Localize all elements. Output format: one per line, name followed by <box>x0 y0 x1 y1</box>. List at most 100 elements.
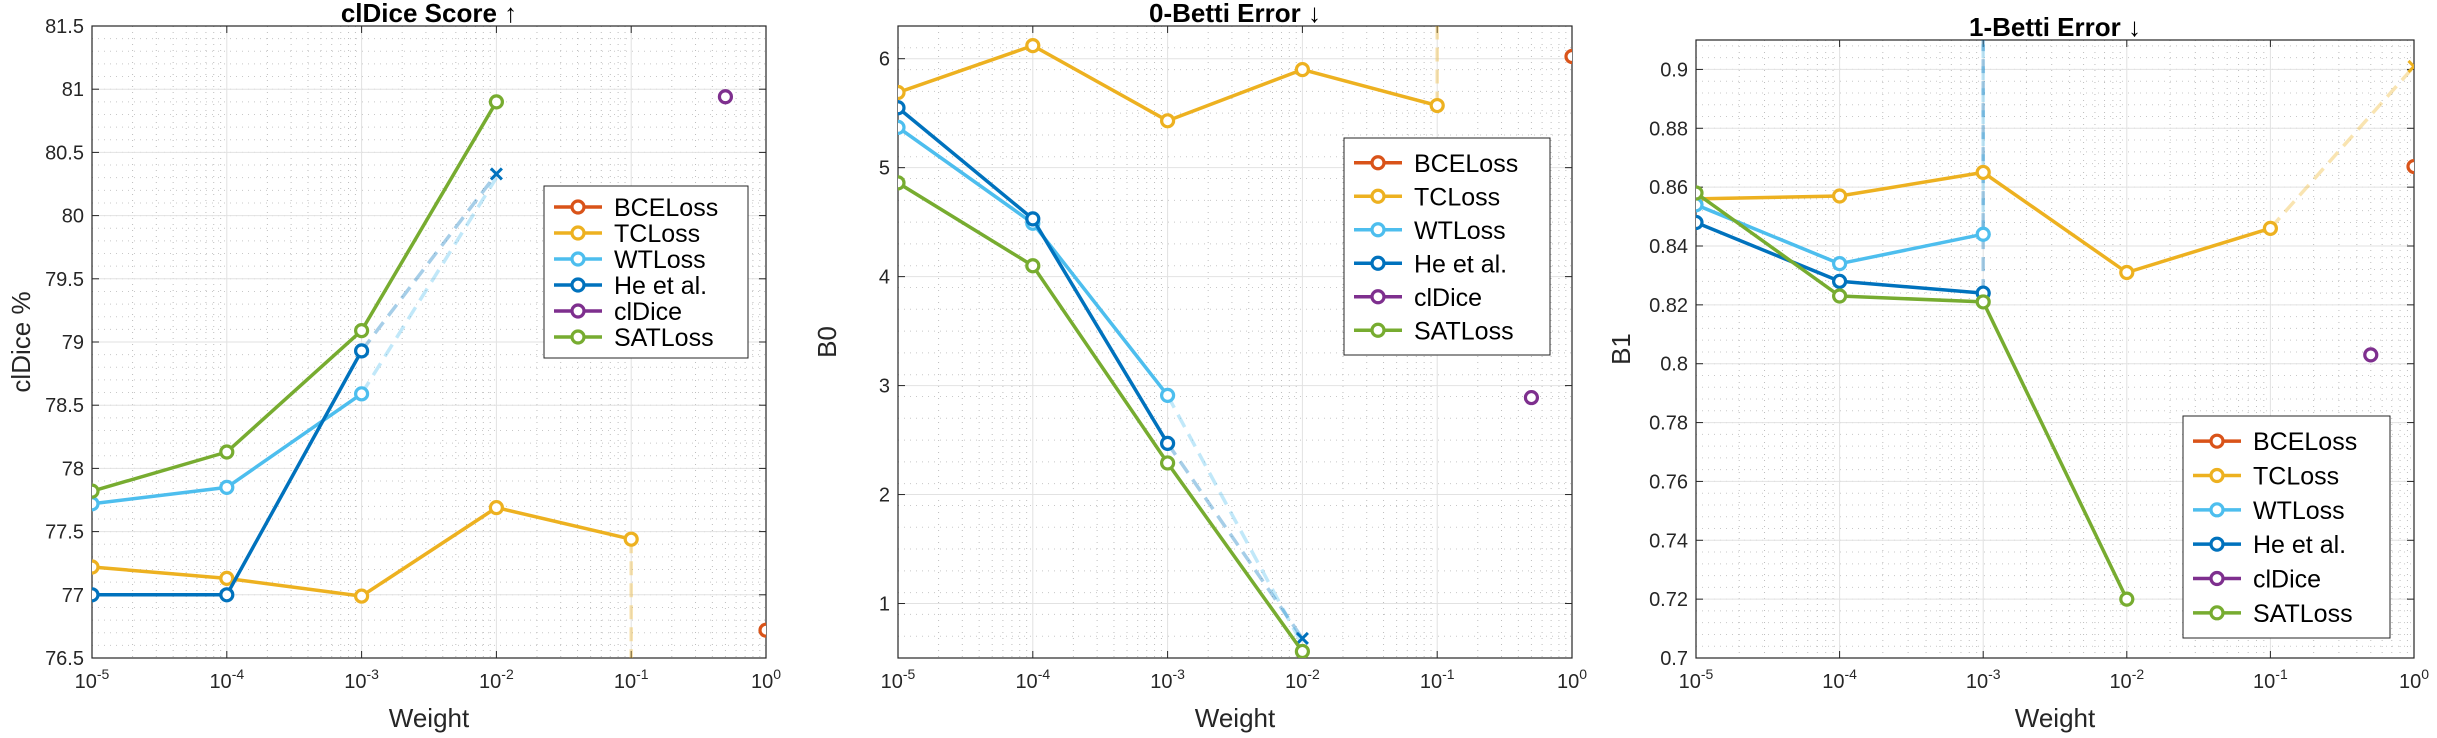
he-et-al-faded-tail <box>360 172 498 352</box>
legend-label: SATLoss <box>614 324 714 352</box>
he-et-al-series <box>898 100 1309 645</box>
minor-grid <box>1696 40 2414 659</box>
tcloss-point <box>92 559 100 575</box>
bceloss-point <box>1564 48 1572 65</box>
legend-entry-satloss: SATLoss <box>1354 317 1514 345</box>
cldice-series <box>1523 389 1540 406</box>
tcloss-point <box>1159 113 1176 129</box>
y-tick-label: 80 <box>62 206 84 228</box>
legend-label: He et al. <box>614 272 707 300</box>
betti0-error-panel: 10-5 10-4 10-3 10-2 10-1 100 1 2 3 4 5 6 0-Betti Err… <box>812 0 1587 733</box>
y-axis-label: B0 <box>812 326 842 358</box>
legend-entry-he-et-al: He et al. <box>554 272 707 300</box>
satloss-point <box>219 444 235 460</box>
legend-swatch-marker <box>2209 570 2225 587</box>
legend-box <box>2182 415 2391 639</box>
cldice-point <box>717 89 734 105</box>
legend-label: SATLoss <box>1414 317 1514 345</box>
he-et-al-point <box>898 100 906 116</box>
legend-entry-wtloss: WTLoss <box>2193 497 2345 525</box>
x-tick-label: 10-3 <box>344 666 379 693</box>
x-tick-label: 10-5 <box>75 666 110 693</box>
chart-title: 1-Betti Error ↓ <box>1969 12 2141 42</box>
he-et-al-point <box>354 343 370 359</box>
y-tick-label: 2 <box>879 485 890 507</box>
legend: BCELoss TCLoss WTLoss He et al. clDice SATLos… <box>1343 137 1551 356</box>
chart-title: 0-Betti Error ↓ <box>1149 0 1321 28</box>
y-tick-label: 0.72 <box>1649 589 1688 611</box>
bceloss-series <box>2406 158 2414 175</box>
plot-area <box>92 89 766 658</box>
plot-area <box>898 26 1572 658</box>
satloss-point <box>1696 185 1704 201</box>
legend-label: TCLoss <box>614 220 700 248</box>
he-et-al-point <box>92 587 100 603</box>
y-tick-label: 1 <box>879 594 890 616</box>
satloss-point <box>1294 643 1310 658</box>
legend-entry-satloss: SATLoss <box>2193 600 2353 628</box>
x-axis-label: Weight <box>2015 703 2096 733</box>
x-tick-label: 10-2 <box>479 666 514 693</box>
y-tick-label: 81 <box>62 79 84 101</box>
legend-swatch-marker <box>1370 289 1386 305</box>
tcloss-series <box>92 499 639 604</box>
satloss-point <box>1025 258 1041 274</box>
x-tick-label: 10-3 <box>1966 666 2001 693</box>
wtloss-point <box>898 119 906 135</box>
wtloss-point <box>354 386 370 402</box>
y-tick-label: 79.5 <box>45 269 84 291</box>
legend-entry-cldice: clDice <box>2193 566 2321 594</box>
y-tick-label: 0.86 <box>1649 177 1688 199</box>
wtloss-faded-tail <box>360 176 498 395</box>
tcloss-point <box>1975 164 1991 181</box>
ticks: 10-5 10-4 10-3 10-2 10-1 100 76.5 77 77.5 78 78.5 7… <box>45 16 781 693</box>
legend-entry-wtloss: WTLoss <box>554 246 706 274</box>
he-et-al-series <box>1696 214 1991 301</box>
legend-label: BCELoss <box>614 194 718 222</box>
legend-label: WTLoss <box>2253 497 2345 525</box>
he-et-al-series <box>92 167 503 603</box>
tcloss-point <box>1429 97 1445 114</box>
tcloss-point <box>354 588 370 604</box>
legend-swatch-marker <box>1370 322 1386 338</box>
legend-swatch-marker <box>2209 605 2225 621</box>
x-tick-label: 10-4 <box>209 666 244 693</box>
legend-label: WTLoss <box>614 246 706 274</box>
ticks: 10-5 10-4 10-3 10-2 10-1 100 1 2 3 4 5 6 <box>879 26 1587 693</box>
legend-swatch-marker <box>2209 536 2225 552</box>
he-et-al-point <box>1696 214 1704 231</box>
y-tick-label: 77 <box>62 585 84 607</box>
legend-swatch-marker <box>570 329 586 345</box>
legend-box <box>1343 137 1551 356</box>
he-et-al-point <box>1025 211 1041 227</box>
y-tick-label: 76.5 <box>45 648 84 670</box>
tcloss-end-marker <box>2407 59 2414 74</box>
y-tick-label: 79 <box>62 332 84 354</box>
legend-entry-he-et-al: He et al. <box>1354 250 1507 278</box>
plot-area <box>1696 40 2414 607</box>
x-tick-label: 10-2 <box>2109 666 2144 693</box>
x-axis-label: Weight <box>1195 703 1276 733</box>
legend-entry-wtloss: WTLoss <box>1354 217 1506 245</box>
y-axis-label: clDice % <box>6 291 36 392</box>
legend-swatch-marker <box>1370 255 1386 271</box>
tcloss-point <box>1831 188 1848 204</box>
legend-swatch-marker <box>1370 188 1386 204</box>
x-tick-label: 10-1 <box>1420 666 1455 693</box>
he-et-al-point <box>219 587 235 603</box>
legend-label: BCELoss <box>2253 428 2357 456</box>
legend-swatch-marker <box>1370 155 1386 171</box>
x-tick-label: 10-3 <box>1150 666 1185 693</box>
legend-swatch-marker <box>570 277 586 293</box>
tcloss-point <box>623 531 639 547</box>
y-tick-label: 0.76 <box>1649 471 1688 493</box>
legend-swatch-marker <box>2209 433 2225 449</box>
wtloss-series <box>92 386 370 512</box>
satloss-point <box>354 323 370 339</box>
satloss-point <box>488 94 504 110</box>
satloss-point <box>898 175 906 191</box>
tcloss-point <box>1025 38 1041 54</box>
bceloss-point <box>758 622 766 638</box>
legend-label: SATLoss <box>2253 600 2353 628</box>
cldice-point <box>1523 389 1540 406</box>
